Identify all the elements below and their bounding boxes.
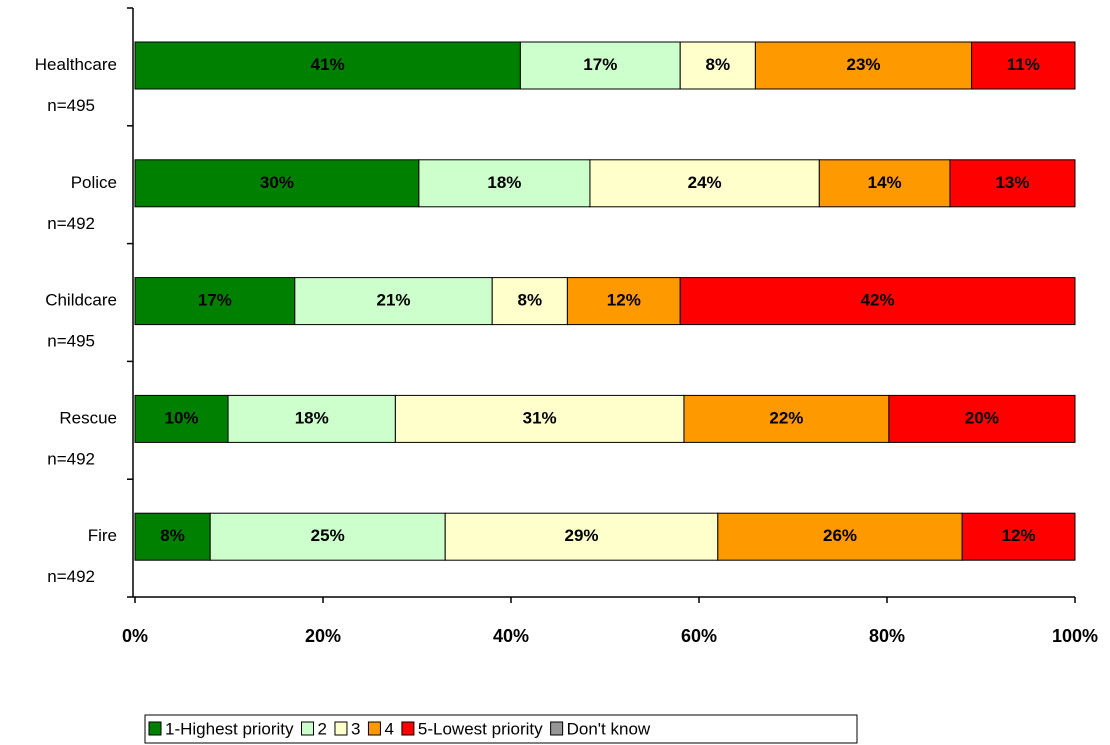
bar-segment bbox=[519, 41, 681, 90]
data-label: 30% bbox=[260, 173, 294, 192]
data-label: 18% bbox=[487, 173, 521, 192]
data-label: 29% bbox=[564, 526, 598, 545]
data-label: 23% bbox=[846, 55, 880, 74]
data-label: 13% bbox=[995, 173, 1029, 192]
legend-marker bbox=[148, 721, 162, 736]
legend-marker bbox=[334, 721, 348, 736]
x-tick-label: 20% bbox=[305, 626, 341, 646]
category-note: n=492 bbox=[47, 567, 95, 586]
data-label: 17% bbox=[583, 55, 617, 74]
category-note: n=495 bbox=[47, 332, 95, 351]
data-label: 41% bbox=[311, 55, 345, 74]
bar-segment bbox=[294, 277, 493, 326]
legend-label: 4 bbox=[384, 719, 393, 738]
category-label: Rescue bbox=[59, 408, 117, 427]
legend-marker bbox=[401, 721, 415, 736]
data-label: 42% bbox=[861, 291, 895, 310]
bar-segment bbox=[418, 159, 591, 208]
bar-segment bbox=[754, 41, 973, 90]
bar-segment bbox=[679, 277, 1076, 326]
data-label: 11% bbox=[1007, 55, 1040, 74]
bar-segment bbox=[717, 512, 963, 561]
data-label: 22% bbox=[769, 408, 803, 427]
data-label: 18% bbox=[295, 408, 329, 427]
x-tick-label: 60% bbox=[681, 626, 717, 646]
category-label: Healthcare bbox=[35, 55, 117, 74]
data-label: 24% bbox=[688, 173, 722, 192]
bar-segment bbox=[971, 41, 1076, 90]
data-label: 8% bbox=[706, 55, 731, 74]
data-label: 8% bbox=[518, 291, 543, 310]
bar-segment bbox=[961, 512, 1076, 561]
bar-segment bbox=[949, 159, 1076, 208]
data-label: 14% bbox=[868, 173, 902, 192]
bar-segment bbox=[683, 394, 890, 443]
bar-segment bbox=[491, 277, 568, 326]
legend-label: 5-Lowest priority bbox=[418, 719, 543, 738]
bar-segment bbox=[209, 512, 446, 561]
data-label: 31% bbox=[523, 408, 557, 427]
x-tick-label: 100% bbox=[1052, 626, 1098, 646]
data-label: 20% bbox=[965, 408, 999, 427]
data-label: 8% bbox=[160, 526, 185, 545]
bar-segment bbox=[134, 159, 420, 208]
legend-marker bbox=[550, 721, 564, 736]
data-label: 25% bbox=[311, 526, 345, 545]
data-label: 26% bbox=[823, 526, 857, 545]
legend-label: 1-Highest priority bbox=[165, 719, 294, 738]
bar-segment bbox=[566, 277, 681, 326]
bar-segment bbox=[227, 394, 396, 443]
legend-label: 3 bbox=[351, 719, 360, 738]
data-label: 12% bbox=[607, 291, 641, 310]
bar-segment bbox=[134, 277, 296, 326]
legend-label: Don't know bbox=[567, 719, 651, 738]
data-label: 10% bbox=[165, 408, 199, 427]
x-tick-label: 80% bbox=[869, 626, 905, 646]
category-label: Fire bbox=[88, 526, 117, 545]
category-label: Childcare bbox=[45, 291, 117, 310]
data-label: 12% bbox=[1002, 526, 1036, 545]
category-note: n=492 bbox=[47, 214, 95, 233]
data-label: 21% bbox=[376, 291, 410, 310]
category-note: n=495 bbox=[47, 96, 95, 115]
x-tick-label: 0% bbox=[122, 626, 148, 646]
bar-segment bbox=[394, 394, 685, 443]
x-tick-label: 40% bbox=[493, 626, 529, 646]
bar-segment bbox=[589, 159, 820, 208]
legend-marker bbox=[301, 721, 314, 736]
category-label: Police bbox=[71, 173, 117, 192]
legend-marker bbox=[367, 721, 381, 736]
data-label: 17% bbox=[198, 291, 232, 310]
bar-segment bbox=[818, 159, 951, 208]
category-note: n=492 bbox=[47, 449, 95, 468]
bar-segment bbox=[888, 394, 1076, 443]
bar-segment bbox=[134, 394, 229, 443]
legend-box bbox=[144, 714, 858, 744]
bar-segment bbox=[444, 512, 719, 561]
legend-label: 2 bbox=[318, 719, 327, 738]
bar-segment bbox=[134, 512, 211, 561]
